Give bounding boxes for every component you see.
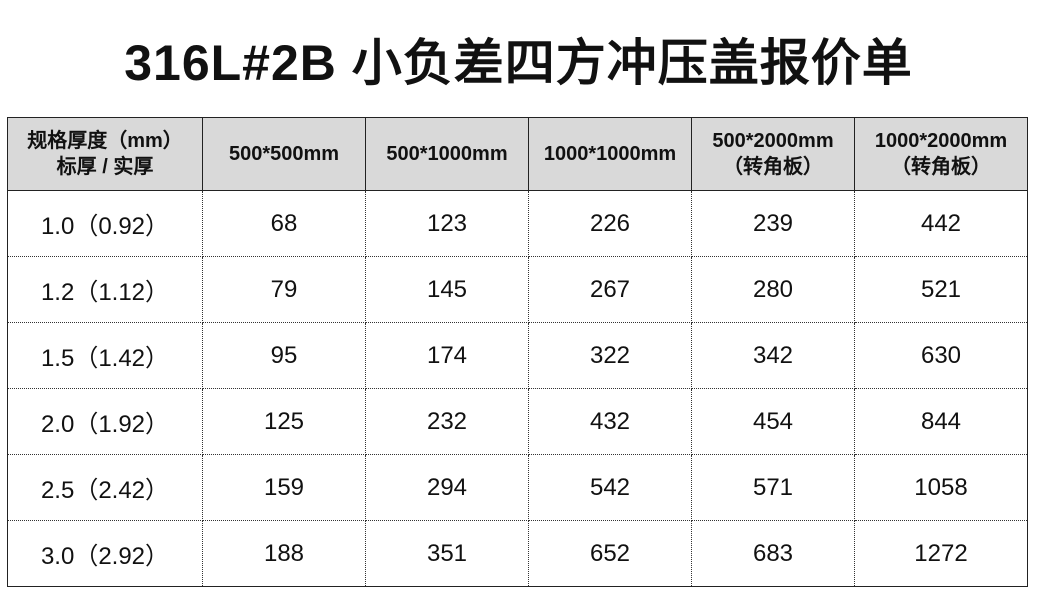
price-cell: 652 [528,520,692,587]
price-cell: 188 [202,520,366,587]
column-header-line1: 500*2000mm [712,130,834,152]
price-cell: 351 [365,520,529,587]
column-header-line1: 规格厚度（mm） [27,130,183,152]
table-row: 1.0（0.92） 68 123 226 239 442 [7,190,1028,257]
price-cell: 232 [365,388,529,455]
price-cell: 239 [691,190,855,257]
column-header: 1000*2000mm （转角板） [854,117,1028,191]
table-row: 2.5（2.42） 159 294 542 571 1058 [7,454,1028,521]
column-header: 500*2000mm （转角板） [691,117,855,191]
thickness-cell: 1.5（1.42） [7,322,203,389]
price-cell: 454 [691,388,855,455]
price-cell: 159 [202,454,366,521]
column-header-line2: （转角板） [891,156,991,178]
column-header: 1000*1000mm [528,117,692,191]
column-header-line2: 标厚 / 实厚 [56,156,154,178]
price-cell: 280 [691,256,855,323]
price-cell: 630 [854,322,1028,389]
thickness-cell: 1.2（1.12） [7,256,203,323]
column-header-line1: 500*1000mm [386,143,508,165]
column-header: 规格厚度（mm） 标厚 / 实厚 [7,117,203,191]
thickness-cell: 2.0（1.92） [7,388,203,455]
column-header-line1: 1000*2000mm [874,130,1008,152]
thickness-cell: 1.0（0.92） [7,190,203,257]
price-cell: 79 [202,256,366,323]
price-cell: 125 [202,388,366,455]
column-header-line2: （转角板） [723,156,823,178]
price-cell: 342 [691,322,855,389]
table-row: 2.0（1.92） 125 232 432 454 844 [7,388,1028,455]
price-table: 规格厚度（mm） 标厚 / 实厚 500*500mm 500*1000mm 1000*1… [7,117,1028,587]
price-cell: 174 [365,322,529,389]
price-cell: 145 [365,256,529,323]
price-cell: 432 [528,388,692,455]
price-cell: 571 [691,454,855,521]
table-row: 1.2（1.12） 79 145 267 280 521 [7,256,1028,323]
header-row: 规格厚度（mm） 标厚 / 实厚 500*500mm 500*1000mm 1000*1… [7,117,1028,191]
price-cell: 542 [528,454,692,521]
page-title: 316L#2B 小负差四方冲压盖报价单 [124,35,913,91]
thickness-cell: 3.0（2.92） [7,520,203,587]
price-cell: 267 [528,256,692,323]
price-cell: 844 [854,388,1028,455]
price-cell: 68 [202,190,366,257]
price-cell: 1272 [854,520,1028,587]
column-header: 500*500mm [202,117,366,191]
price-cell: 442 [854,190,1028,257]
column-header-line1: 1000*1000mm [543,143,677,165]
column-header: 500*1000mm [365,117,529,191]
price-cell: 226 [528,190,692,257]
price-cell: 683 [691,520,855,587]
table-row: 3.0（2.92） 188 351 652 683 1272 [7,520,1028,587]
price-cell: 322 [528,322,692,389]
price-cell: 521 [854,256,1028,323]
price-cell: 294 [365,454,529,521]
price-cell: 95 [202,322,366,389]
price-cell: 1058 [854,454,1028,521]
table-row: 1.5（1.42） 95 174 322 342 630 [7,322,1028,389]
price-cell: 123 [365,190,529,257]
thickness-cell: 2.5（2.42） [7,454,203,521]
column-header-line1: 500*500mm [228,143,340,165]
